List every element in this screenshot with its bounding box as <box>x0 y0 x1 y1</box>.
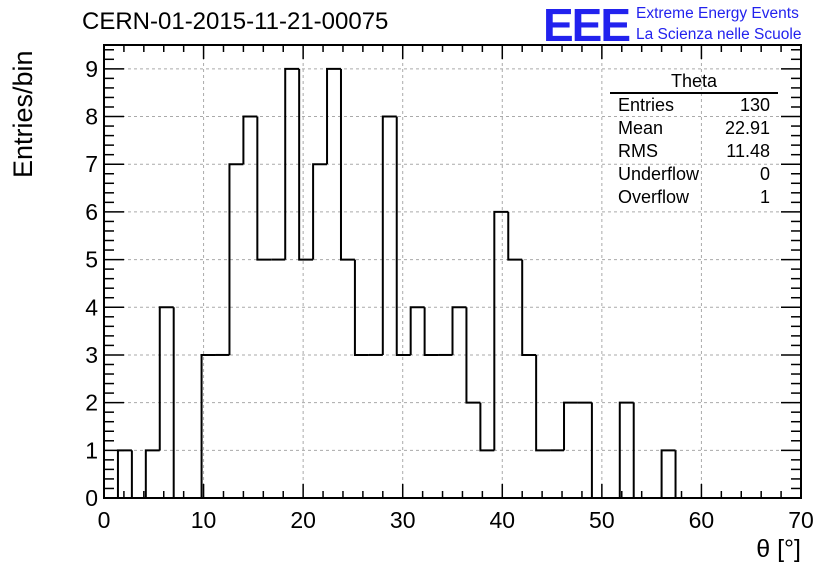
histogram-bin <box>256 116 272 261</box>
stats-row-rms: RMS 11.48 <box>610 140 778 163</box>
x-tick-label: 50 <box>589 507 615 533</box>
stats-row-entries: Entries 130 <box>610 94 778 117</box>
y-tick-label: 7 <box>85 151 98 177</box>
stats-value: 11.48 <box>726 141 770 161</box>
axis-ticks <box>103 45 802 499</box>
logo-line-1: Extreme Energy Events <box>636 5 799 22</box>
histogram-bin <box>521 259 537 356</box>
stats-row-overflow: Overflow 1 <box>610 186 778 209</box>
histogram-bin <box>381 115 397 355</box>
logo-line-2: La Scienza nelle Scuole <box>636 26 802 43</box>
histogram-bin <box>298 68 314 261</box>
histogram-bin <box>130 450 146 499</box>
plot-frame <box>103 44 802 499</box>
histogram-bin <box>395 116 411 356</box>
eee-logo: EEE <box>543 0 631 51</box>
y-tick-label: 4 <box>85 294 98 320</box>
axes-frame <box>103 44 802 499</box>
histogram-bin <box>200 353 216 498</box>
x-tick-label: 20 <box>290 507 316 533</box>
x-axis-label: θ [°] <box>756 535 801 563</box>
stats-value: 130 <box>739 95 770 115</box>
histogram-bin <box>158 306 174 451</box>
histogram-bin <box>326 67 341 165</box>
x-tick-label: 40 <box>489 507 515 533</box>
histogram-bin <box>423 307 439 356</box>
y-tick-label: 8 <box>85 104 98 130</box>
histogram-bin <box>228 163 244 355</box>
stats-label: RMS <box>618 141 658 161</box>
histogram-bin <box>172 307 188 499</box>
histogram-bin <box>479 402 495 452</box>
stats-label: Underflow <box>618 164 700 184</box>
stats-row-underflow: Underflow 0 <box>610 163 778 186</box>
histogram-bin <box>451 306 467 355</box>
x-tick-label: 30 <box>390 507 416 533</box>
histogram-bin <box>284 67 300 260</box>
histogram-bin <box>535 354 551 452</box>
histogram-bin <box>674 450 690 499</box>
stats-value: 22.91 <box>724 118 770 138</box>
stats-box: Theta Entries 130 Mean 22.91 RMS 11.48 U… <box>610 70 778 209</box>
y-tick-label: 3 <box>85 342 98 368</box>
histogram-bin <box>409 306 425 355</box>
y-tick-label: 0 <box>85 485 98 511</box>
histogram-bin <box>339 68 355 261</box>
y-tick-label: 2 <box>85 390 98 416</box>
chart-title: CERN-01-2015-11-21-00075 <box>82 8 389 35</box>
histogram-bin <box>465 307 481 404</box>
histogram-bin <box>493 210 509 451</box>
x-tick-label: 60 <box>689 507 715 533</box>
stats-value: 1 <box>759 187 770 207</box>
y-axis-label: Entries/bin <box>8 50 38 178</box>
logo-caption: Extreme Energy Events La Scienza nelle S… <box>636 3 801 45</box>
x-tick-label: 70 <box>788 507 814 533</box>
stats-label: Overflow <box>618 187 690 207</box>
x-tick-label: 0 <box>98 507 111 533</box>
histogram-bin <box>353 259 369 356</box>
histogram-bin <box>242 115 258 165</box>
stats-label: Mean <box>618 118 664 138</box>
stats-title: Theta <box>610 70 778 94</box>
histogram-bin <box>507 211 523 261</box>
y-tick-label: 1 <box>85 437 98 463</box>
histogram-bin <box>618 401 634 498</box>
stats-value: 0 <box>759 164 770 184</box>
y-tick-label: 5 <box>85 247 98 273</box>
histogram-bin <box>563 401 578 451</box>
histogram-bin <box>660 449 676 498</box>
histogram-bin <box>116 449 132 498</box>
x-tick-label: 10 <box>191 507 217 533</box>
stats-row-mean: Mean 22.91 <box>610 117 778 140</box>
histogram-bin <box>312 163 328 260</box>
y-tick-label: 9 <box>85 56 98 82</box>
histogram-bin <box>144 449 160 498</box>
y-tick-label: 6 <box>85 199 98 225</box>
stats-label: Entries <box>618 95 675 115</box>
